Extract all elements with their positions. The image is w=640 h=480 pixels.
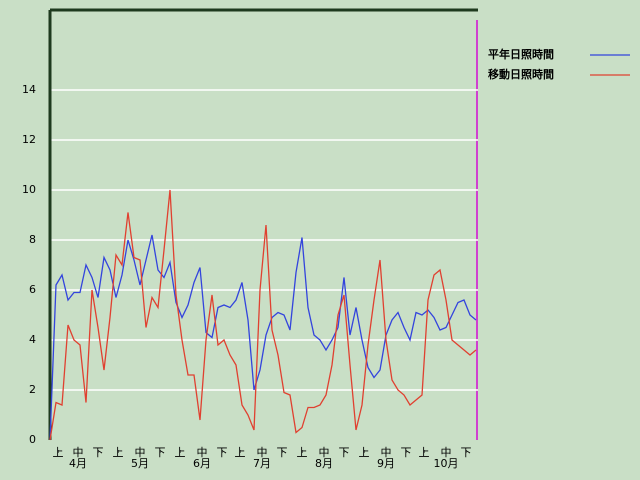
x-tick-label: 下 [217, 446, 228, 459]
y-tick-label: 10 [22, 183, 36, 196]
series-line [49, 234, 477, 441]
x-tick-label: 上 [53, 446, 64, 459]
x-tick-label: 下 [461, 446, 472, 459]
month-label: 9月 [377, 457, 395, 470]
month-label: 8月 [315, 457, 333, 470]
x-tick-label: 上 [359, 446, 370, 459]
legend-label: 移動日照時間 [488, 67, 554, 81]
x-tick-label: 上 [419, 446, 430, 459]
month-label: 4月 [69, 457, 87, 470]
x-tick-label: 中 [73, 446, 84, 459]
legend-label: 平年日照時間 [488, 47, 554, 61]
x-tick-label: 上 [297, 446, 308, 459]
series-line [49, 189, 477, 441]
y-tick-label: 14 [22, 83, 36, 96]
x-tick-label: 上 [113, 446, 124, 459]
x-tick-label: 上 [235, 446, 246, 459]
x-tick-label: 中 [257, 446, 268, 459]
y-tick-label: 4 [29, 333, 36, 346]
month-label: 7月 [253, 457, 271, 470]
y-tick-label: 0 [29, 433, 36, 446]
y-tick-label: 8 [29, 233, 36, 246]
x-tick-label: 上 [175, 446, 186, 459]
x-tick-label: 中 [135, 446, 146, 459]
month-label: 5月 [131, 457, 149, 470]
x-tick-label: 中 [197, 446, 208, 459]
x-tick-label: 中 [319, 446, 330, 459]
x-tick-label: 下 [401, 446, 412, 459]
month-label: 10月 [434, 457, 459, 470]
y-tick-label: 12 [22, 133, 36, 146]
x-tick-label: 下 [277, 446, 288, 459]
month-label: 6月 [193, 457, 211, 470]
x-tick-label: 中 [441, 446, 452, 459]
y-tick-label: 6 [29, 283, 36, 296]
x-tick-label: 下 [93, 446, 104, 459]
y-tick-label: 2 [29, 383, 36, 396]
x-tick-label: 下 [339, 446, 350, 459]
x-tick-label: 下 [155, 446, 166, 459]
x-tick-label: 中 [381, 446, 392, 459]
